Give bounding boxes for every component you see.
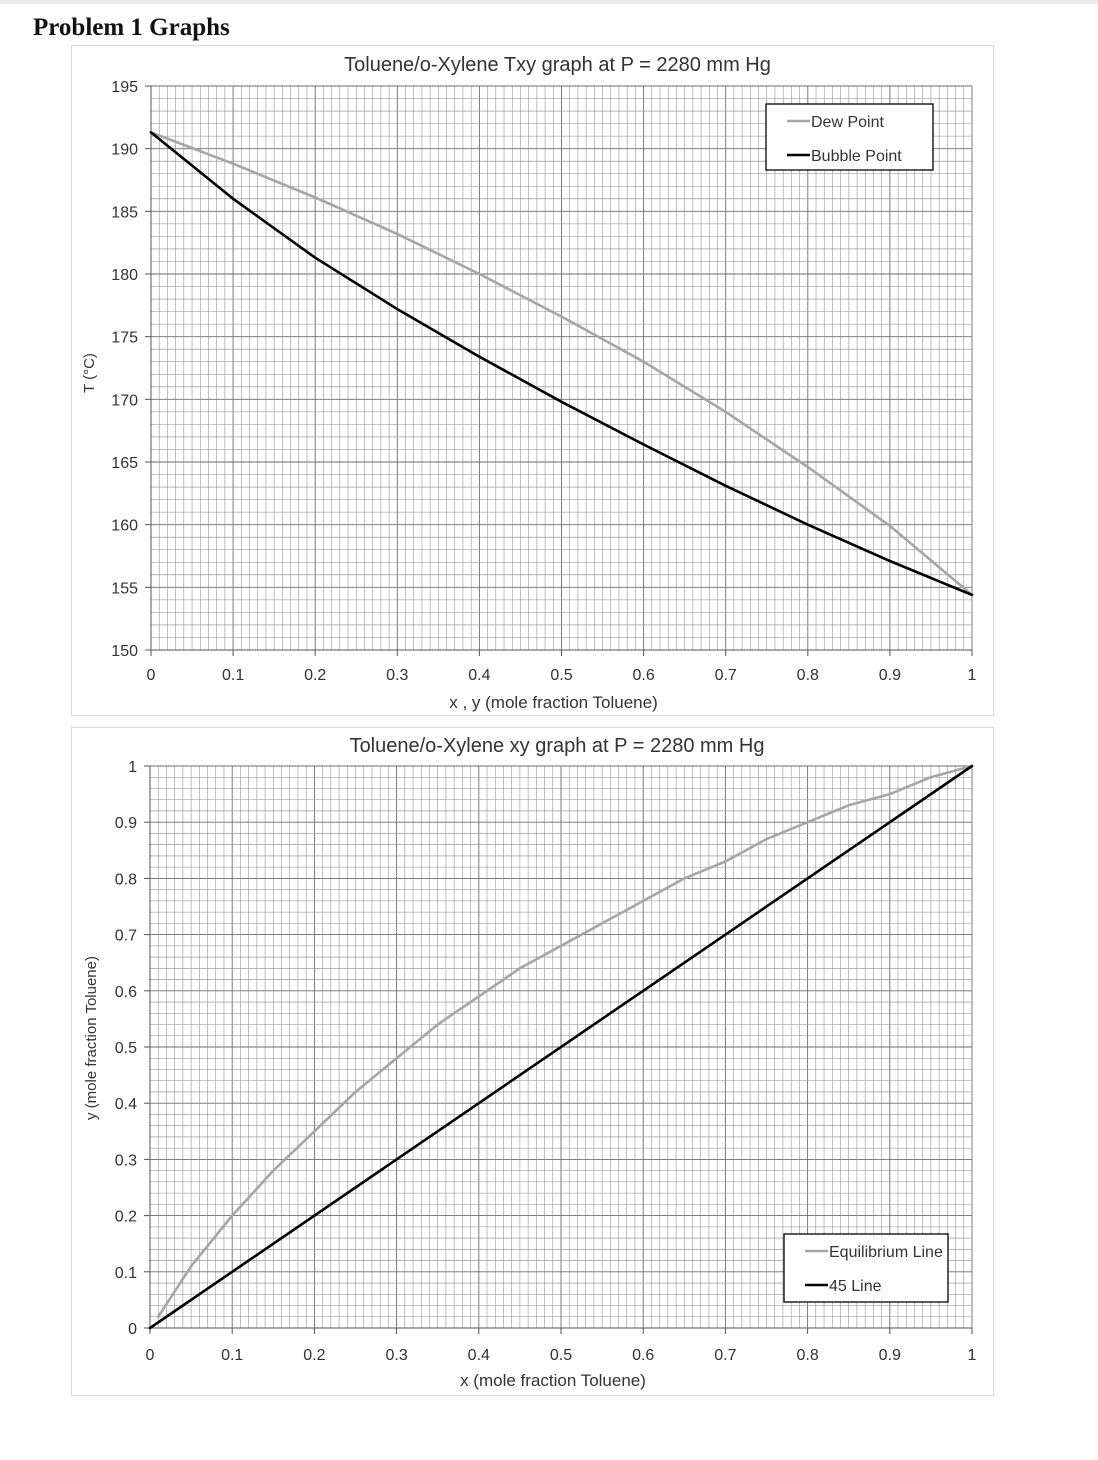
txy-legend: Dew Point Bubble Point	[765, 103, 934, 171]
xy-y-tick-label: 0	[128, 1321, 137, 1338]
xy-y-tick-label: 0.4	[115, 1096, 137, 1113]
txy-y-tick-label: 180	[111, 267, 138, 284]
txy-y-tick-label: 185	[111, 204, 138, 221]
xy-x-tick-label: 1	[968, 1347, 977, 1364]
txy-x-tick-label: 0.4	[468, 667, 490, 684]
xy-x-tick-label: 0.7	[714, 1347, 736, 1364]
txy-legend-label-1: Dew Point	[811, 114, 884, 131]
xy-chart-frame: Toluene/o-Xylene xy graph at P = 2280 mm…	[71, 727, 994, 1396]
txy-y-tick-label: 175	[111, 330, 138, 347]
txy-y-tick-label: 155	[111, 580, 138, 597]
xy-y-tick-label: 0.6	[115, 984, 137, 1001]
xy-x-tick-label: 0.8	[796, 1347, 818, 1364]
xy-y-tick-label: 0.1	[115, 1265, 137, 1282]
txy-x-axis-title: x , y (mole fraction Toluene)	[449, 693, 658, 712]
xy-series-line-2	[148, 764, 974, 1330]
txy-x-tick-label: 0	[147, 667, 156, 684]
xy-chart: Toluene/o-Xylene xy graph at P = 2280 mm…	[83, 735, 977, 1390]
txy-x-tick-label: 0.2	[304, 667, 326, 684]
xy-y-tick-label: 0.9	[115, 815, 137, 832]
xy-x-tick-label: 0.3	[385, 1347, 407, 1364]
xy-x-tick-label: 0.5	[550, 1347, 572, 1364]
txy-y-tick-label: 195	[111, 79, 138, 96]
xy-y-tick-label: 0.7	[115, 928, 137, 945]
xy-chart-title: Toluene/o-Xylene xy graph at P = 2280 mm…	[350, 735, 765, 757]
xy-y-tick-label: 0.3	[115, 1152, 137, 1169]
xy-y-axis-title: y (mole fraction Toluene)	[83, 956, 100, 1120]
xy-x-tick-label: 0.2	[303, 1347, 325, 1364]
xy-legend: Equilibrium Line 45 Line	[783, 1233, 949, 1303]
xy-legend-label-2: 45 Line	[829, 1278, 882, 1295]
txy-chart-frame: Toluene/o-Xylene Txy graph at P = 2280 m…	[71, 45, 994, 716]
xy-grid	[149, 765, 973, 1329]
xy-x-tick-label: 0.6	[632, 1347, 654, 1364]
txy-x-tick-label: 0.3	[386, 667, 408, 684]
txy-y-tick-label: 170	[111, 392, 138, 409]
txy-x-tick-label: 0.8	[797, 667, 819, 684]
txy-x-tick-label: 0.5	[550, 667, 572, 684]
txy-legend-label-2: Bubble Point	[811, 148, 902, 165]
xy-x-axis-title: x (mole fraction Toluene)	[460, 1371, 646, 1390]
xy-legend-box	[783, 1233, 949, 1303]
txy-x-tick-label: 1	[968, 667, 977, 684]
txy-x-tick-label: 0.6	[632, 667, 654, 684]
txy-legend-box	[765, 103, 934, 171]
xy-y-tick-label: 1	[128, 759, 137, 776]
page-heading: Problem 1 Graphs	[33, 14, 230, 41]
top-bar	[0, 0, 1098, 4]
xy-x-tick-label: 0	[146, 1347, 155, 1364]
txy-series-line-1	[149, 131, 974, 597]
txy-x-tick-label: 0.7	[715, 667, 737, 684]
xy-y-tick-label: 0.5	[115, 1040, 137, 1057]
txy-x-tick-label: 0.1	[222, 667, 244, 684]
txy-chart: Toluene/o-Xylene Txy graph at P = 2280 m…	[81, 54, 977, 712]
txy-series-line-2	[149, 131, 974, 597]
xy-x-tick-label: 0.9	[879, 1347, 901, 1364]
txy-y-tick-label: 165	[111, 455, 138, 472]
txy-y-axis-title: T (°C)	[81, 353, 98, 393]
xy-y-tick-label: 0.2	[115, 1209, 137, 1226]
xy-x-tick-label: 0.1	[221, 1347, 243, 1364]
txy-y-tick-label: 190	[111, 142, 138, 159]
xy-legend-label-1: Equilibrium Line	[829, 1244, 943, 1261]
xy-series-line-1	[156, 764, 974, 1319]
xy-x-tick-label: 0.4	[468, 1347, 490, 1364]
txy-x-tick-label: 0.9	[879, 667, 901, 684]
xy-y-tick-label: 0.8	[115, 871, 137, 888]
txy-y-tick-label: 160	[111, 518, 138, 535]
txy-chart-title: Toluene/o-Xylene Txy graph at P = 2280 m…	[344, 54, 771, 76]
txy-y-tick-label: 150	[111, 643, 138, 660]
